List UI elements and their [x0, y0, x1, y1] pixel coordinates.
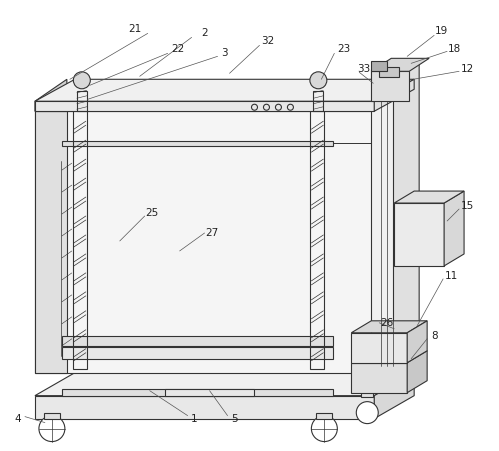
- Polygon shape: [35, 89, 414, 111]
- Polygon shape: [371, 58, 429, 71]
- Bar: [62, 141, 333, 146]
- Text: 18: 18: [448, 44, 461, 55]
- Circle shape: [73, 72, 90, 89]
- Bar: [77, 91, 87, 111]
- Bar: [351, 333, 407, 363]
- Text: 32: 32: [261, 37, 274, 46]
- Text: 8: 8: [431, 331, 438, 341]
- Text: 11: 11: [445, 271, 458, 281]
- Bar: [62, 347, 333, 359]
- Polygon shape: [35, 79, 414, 101]
- Polygon shape: [351, 321, 427, 333]
- Text: 22: 22: [171, 44, 184, 55]
- Polygon shape: [35, 79, 67, 111]
- Bar: [316, 413, 332, 419]
- Text: 3: 3: [221, 48, 228, 58]
- Polygon shape: [407, 351, 427, 393]
- Bar: [361, 391, 373, 397]
- Bar: [35, 111, 67, 373]
- Text: 21: 21: [128, 24, 141, 34]
- Bar: [35, 111, 374, 373]
- Text: 15: 15: [461, 201, 474, 211]
- Polygon shape: [35, 373, 414, 396]
- Text: 4: 4: [14, 414, 21, 423]
- Bar: [310, 109, 324, 369]
- Polygon shape: [394, 191, 464, 203]
- Text: 23: 23: [338, 44, 351, 55]
- Text: 19: 19: [435, 27, 448, 37]
- Polygon shape: [351, 351, 427, 363]
- Bar: [313, 91, 323, 111]
- Circle shape: [311, 416, 337, 442]
- Text: 1: 1: [191, 414, 198, 423]
- Circle shape: [310, 72, 327, 89]
- Polygon shape: [374, 89, 414, 373]
- Text: 12: 12: [461, 64, 474, 74]
- Polygon shape: [371, 61, 387, 71]
- Bar: [35, 396, 374, 419]
- Bar: [165, 389, 254, 396]
- Polygon shape: [374, 373, 414, 419]
- Bar: [379, 67, 399, 77]
- Text: 2: 2: [201, 28, 208, 38]
- Bar: [62, 389, 333, 396]
- Polygon shape: [444, 191, 464, 266]
- Bar: [35, 101, 67, 111]
- Bar: [394, 203, 444, 266]
- Bar: [35, 101, 374, 111]
- Bar: [73, 109, 87, 369]
- Text: 26: 26: [381, 318, 394, 328]
- Polygon shape: [407, 321, 427, 363]
- Text: 25: 25: [145, 208, 158, 218]
- Bar: [44, 413, 60, 419]
- Circle shape: [39, 416, 65, 442]
- Bar: [371, 69, 393, 369]
- Circle shape: [356, 402, 378, 423]
- Text: 5: 5: [231, 414, 238, 423]
- Text: 33: 33: [358, 64, 371, 74]
- Bar: [62, 336, 333, 346]
- Polygon shape: [393, 60, 419, 366]
- Bar: [371, 71, 409, 101]
- Text: 27: 27: [205, 228, 218, 238]
- Polygon shape: [374, 79, 414, 111]
- Bar: [351, 363, 407, 393]
